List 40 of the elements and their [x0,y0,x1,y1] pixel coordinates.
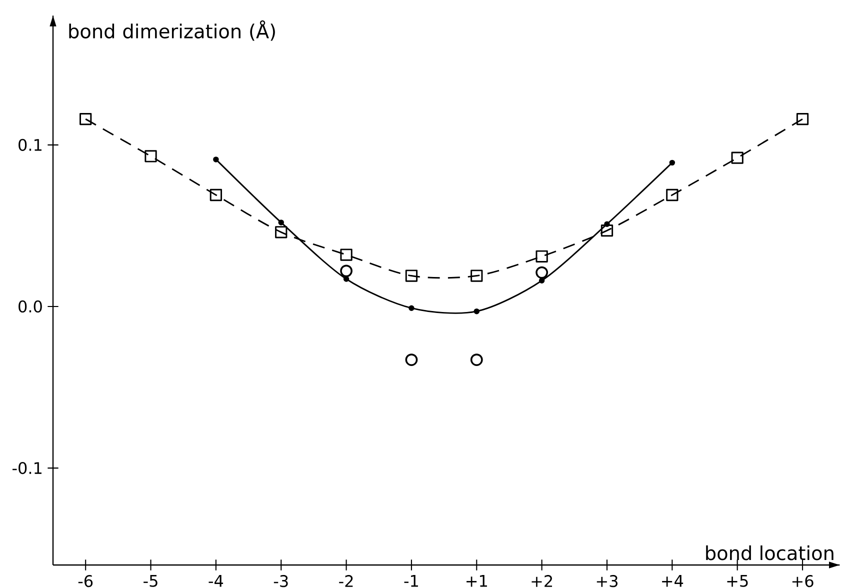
point [405,354,418,366]
point [731,152,744,164]
point [213,156,219,162]
point [536,266,548,279]
y-axis-title: bond dimerization (Å) [69,20,275,41]
y-tick-label: 0.1 [18,138,42,151]
point [210,188,222,202]
x-tick-label: +6 [792,575,814,588]
point [536,250,548,262]
point [796,112,809,126]
x-tick-label: +4 [662,575,684,587]
x-tick-label: +5 [727,575,748,587]
x-tick-label: -4 [208,575,224,587]
point [470,354,483,366]
y-tick-label: 0.0 [18,300,42,313]
point [340,248,352,261]
x-axis-title: bond location [706,545,834,560]
point [669,160,676,166]
y-tick-label: -0.1 [12,462,42,474]
point [278,220,284,226]
point [343,276,350,282]
point [405,270,418,282]
x-tick-label: +3 [596,575,618,588]
x-tick-label: -1 [404,575,418,587]
x-tick-label: +2 [532,575,552,587]
x-tick-label: +1 [466,575,487,587]
point [474,308,480,314]
x-tick-label: -6 [78,575,93,588]
point [604,221,610,227]
point [470,270,483,282]
point [666,188,678,202]
point [275,226,288,238]
point [80,112,92,126]
x-tick-label: -2 [339,575,353,587]
x-tick-label: -5 [144,575,158,587]
point [144,150,157,162]
point [408,305,414,311]
point [340,264,352,278]
x-tick-label: -3 [274,575,288,588]
point [600,224,614,237]
